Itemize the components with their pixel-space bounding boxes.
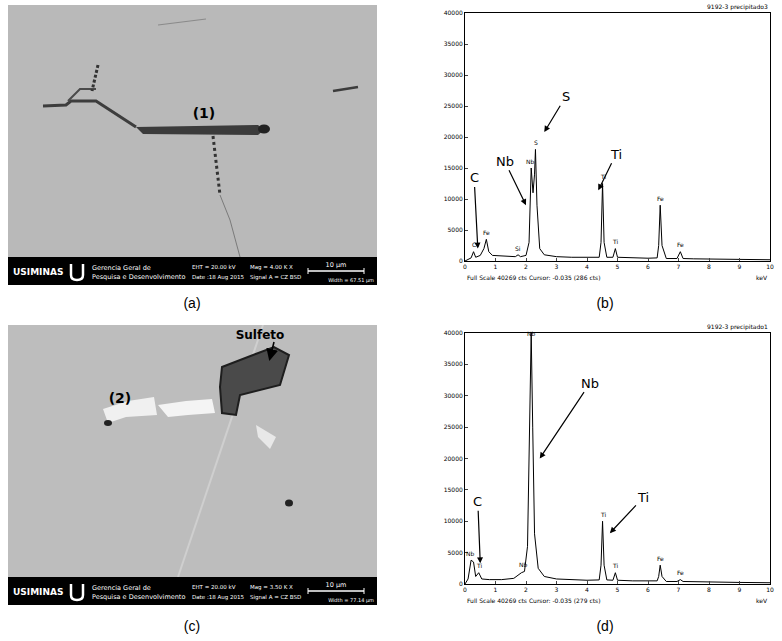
svg-text:Ti: Ti [610, 147, 622, 162]
svg-text:20000: 20000 [444, 133, 463, 140]
svg-text:40000: 40000 [444, 9, 463, 16]
svg-text:Nb: Nb [519, 561, 527, 568]
svg-text:Ti: Ti [600, 173, 606, 180]
svg-text:3: 3 [555, 586, 559, 593]
svg-text:7: 7 [677, 586, 681, 593]
svg-text:Fe: Fe [483, 229, 490, 236]
svg-text:9: 9 [738, 586, 742, 593]
svg-text:Fe: Fe [677, 569, 684, 576]
svg-text:Width = 77.14 µm: Width = 77.14 µm [328, 597, 374, 604]
svg-text:0: 0 [463, 263, 467, 270]
svg-text:Fe: Fe [657, 555, 664, 562]
svg-text:USIMINAS: USIMINAS [13, 587, 63, 597]
svg-text:Nb: Nb [527, 330, 535, 337]
svg-text:2: 2 [524, 263, 528, 270]
svg-text:keV: keV [756, 274, 768, 281]
svg-text:40000: 40000 [444, 329, 463, 336]
svg-text:1: 1 [494, 586, 498, 593]
svg-text:Width = 67.51 µm: Width = 67.51 µm [328, 277, 374, 284]
svg-text:9192-3 precipitado1: 9192-3 precipitado1 [707, 323, 768, 331]
svg-text:Fe: Fe [677, 241, 684, 248]
svg-text:Mag = 4.00 K X: Mag = 4.00 K X [250, 264, 293, 271]
svg-text:15000: 15000 [444, 164, 463, 171]
svg-text:20000: 20000 [444, 455, 463, 462]
svg-text:5: 5 [616, 263, 620, 270]
svg-text:6: 6 [646, 586, 650, 593]
svg-text:30000: 30000 [444, 392, 463, 399]
svg-text:7: 7 [677, 263, 681, 270]
svg-text:Date :18 Aug 2015: Date :18 Aug 2015 [192, 594, 244, 601]
svg-text:(2): (2) [109, 390, 132, 406]
svg-text:10 µm: 10 µm [326, 581, 347, 589]
svg-text:Full Scale 40269 cts Cursor: -: Full Scale 40269 cts Cursor: -0.035 (286… [467, 274, 601, 281]
svg-text:1: 1 [494, 263, 498, 270]
svg-text:2: 2 [524, 586, 528, 593]
svg-text:6: 6 [646, 263, 650, 270]
svg-text:USIMINAS: USIMINAS [13, 267, 63, 277]
svg-text:30000: 30000 [444, 71, 463, 78]
html-text:(c): (c) [183, 618, 201, 634]
svg-text:C: C [472, 241, 476, 248]
svg-text:0: 0 [459, 580, 463, 587]
svg-text:C: C [470, 170, 479, 185]
svg-text:Nb: Nb [581, 376, 599, 391]
svg-text:(1): (1) [193, 105, 216, 121]
svg-text:15000: 15000 [444, 486, 463, 493]
svg-text:4: 4 [585, 263, 589, 270]
svg-text:10 µm: 10 µm [326, 261, 347, 269]
html-text:(a): (a) [183, 295, 201, 311]
svg-text:C: C [473, 494, 482, 509]
svg-text:S: S [562, 89, 570, 104]
svg-text:Mag = 3.50 K X: Mag = 3.50 K X [250, 584, 293, 591]
svg-text:10000: 10000 [444, 517, 463, 524]
svg-text:10000: 10000 [444, 195, 463, 202]
svg-text:keV: keV [756, 597, 768, 604]
svg-text:Nb: Nb [466, 550, 474, 557]
svg-text:Full Scale 40269 cts Cursor: -: Full Scale 40269 cts Cursor: -0.035 (279… [467, 597, 601, 604]
svg-text:Nb: Nb [526, 158, 534, 165]
svg-text:35000: 35000 [444, 40, 463, 47]
svg-text:Si: Si [515, 245, 521, 252]
svg-text:Nb: Nb [496, 154, 514, 169]
svg-text:Date :18 Aug 2015: Date :18 Aug 2015 [192, 274, 244, 281]
svg-text:Pesquisa e Desenvolvimento: Pesquisa e Desenvolvimento [92, 273, 185, 281]
svg-text:5: 5 [616, 586, 620, 593]
svg-text:10: 10 [766, 263, 774, 270]
svg-text:4: 4 [585, 586, 589, 593]
svg-text:Ti: Ti [612, 562, 618, 569]
html-text:(d): (d) [596, 618, 614, 634]
svg-text:35000: 35000 [444, 360, 463, 367]
svg-text:S: S [534, 139, 538, 146]
svg-text:25000: 25000 [444, 423, 463, 430]
svg-text:Ti: Ti [637, 490, 649, 505]
svg-text:Fe: Fe [657, 195, 664, 202]
svg-text:9192-3 precipitado3: 9192-3 precipitado3 [707, 3, 768, 11]
svg-text:Pesquisa e Desenvolvimento: Pesquisa e Desenvolvimento [92, 593, 185, 601]
svg-text:25000: 25000 [444, 102, 463, 109]
svg-text:5000: 5000 [448, 226, 463, 233]
svg-text:Signal A = CZ BSD: Signal A = CZ BSD [250, 594, 301, 601]
svg-text:Gerencia Geral de: Gerencia Geral de [92, 264, 151, 272]
svg-text:8: 8 [707, 263, 711, 270]
svg-text:5000: 5000 [448, 549, 463, 556]
svg-text:8: 8 [707, 586, 711, 593]
svg-text:9: 9 [738, 263, 742, 270]
svg-text:Ti: Ti [476, 562, 482, 569]
svg-text:Sulfeto: Sulfeto [236, 328, 285, 342]
svg-text:0: 0 [459, 257, 463, 264]
svg-text:Signal A = CZ BSD: Signal A = CZ BSD [250, 274, 301, 281]
svg-text:EHT = 20.00 kV: EHT = 20.00 kV [192, 264, 236, 270]
svg-text:EHT = 20.00 kV: EHT = 20.00 kV [192, 584, 236, 590]
svg-text:3: 3 [555, 263, 559, 270]
svg-text:Ti: Ti [600, 511, 606, 518]
svg-text:10: 10 [766, 586, 774, 593]
html-text:(b): (b) [596, 295, 614, 311]
svg-text:Ti: Ti [612, 238, 618, 245]
svg-text:0: 0 [463, 586, 467, 593]
svg-text:Gerencia Geral de: Gerencia Geral de [92, 584, 151, 592]
